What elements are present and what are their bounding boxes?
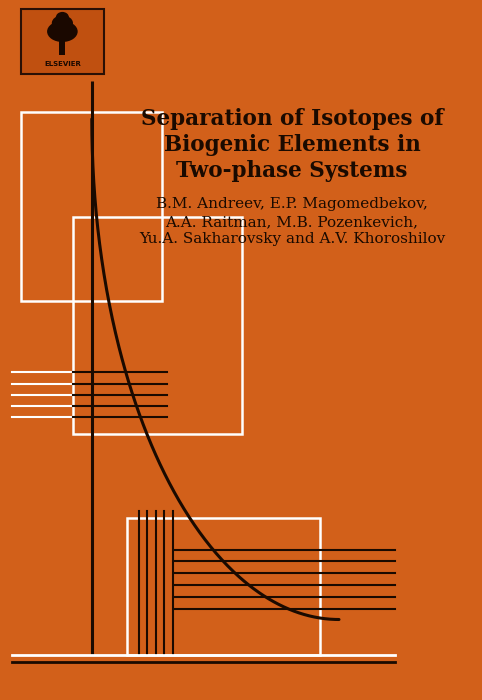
Text: Yu.A. Sakharovsky and A.V. Khoroshilov: Yu.A. Sakharovsky and A.V. Khoroshilov [139, 232, 445, 246]
Ellipse shape [52, 15, 73, 31]
Ellipse shape [47, 21, 78, 42]
Text: Two-phase Systems: Two-phase Systems [176, 160, 408, 182]
Text: A.A. Raitman, M.B. Pozenkevich,: A.A. Raitman, M.B. Pozenkevich, [165, 215, 418, 229]
Text: B.M. Andreev, E.P. Magomedbekov,: B.M. Andreev, E.P. Magomedbekov, [156, 197, 428, 211]
Bar [73, 217, 242, 434]
Bar [21, 112, 162, 301]
Bar [21, 9, 104, 74]
Text: Biogenic Elements in: Biogenic Elements in [163, 134, 420, 156]
Text: ELSEVIER: ELSEVIER [44, 60, 81, 66]
Ellipse shape [56, 12, 69, 23]
Text: Separation of Isotopes of: Separation of Isotopes of [141, 108, 443, 130]
Bar [59, 40, 65, 55]
Bar [127, 518, 320, 654]
